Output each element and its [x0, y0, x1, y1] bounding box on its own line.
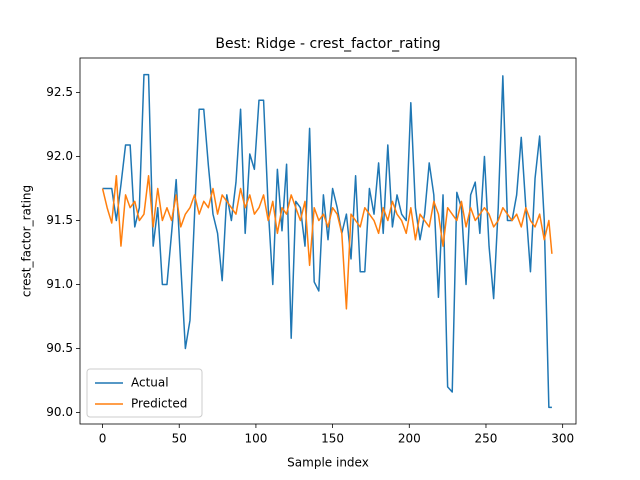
y-tick-label: 91.0 — [46, 277, 73, 291]
legend-label: Predicted — [131, 397, 187, 411]
x-tick-label: 0 — [99, 432, 107, 446]
legend-label: Actual — [131, 376, 169, 390]
x-tick-label: 250 — [475, 432, 498, 446]
y-tick-label: 90.0 — [46, 405, 73, 419]
y-tick-label: 90.5 — [46, 341, 73, 355]
y-tick-label: 91.5 — [46, 213, 73, 227]
x-axis-label: Sample index — [287, 456, 369, 470]
x-tick-label: 150 — [321, 432, 344, 446]
y-axis-label: crest_factor_rating — [20, 185, 34, 297]
x-tick-label: 300 — [551, 432, 574, 446]
x-tick-label: 200 — [398, 432, 421, 446]
chart-title: Best: Ridge - crest_factor_rating — [215, 36, 440, 52]
x-tick-label: 100 — [244, 432, 267, 446]
legend-box — [86, 368, 203, 418]
y-tick-label: 92.5 — [46, 85, 73, 99]
x-tick-label: 50 — [172, 432, 187, 446]
plot-frame — [79, 57, 577, 425]
series-line — [101, 174, 553, 310]
y-tick-label: 92.0 — [46, 149, 73, 163]
